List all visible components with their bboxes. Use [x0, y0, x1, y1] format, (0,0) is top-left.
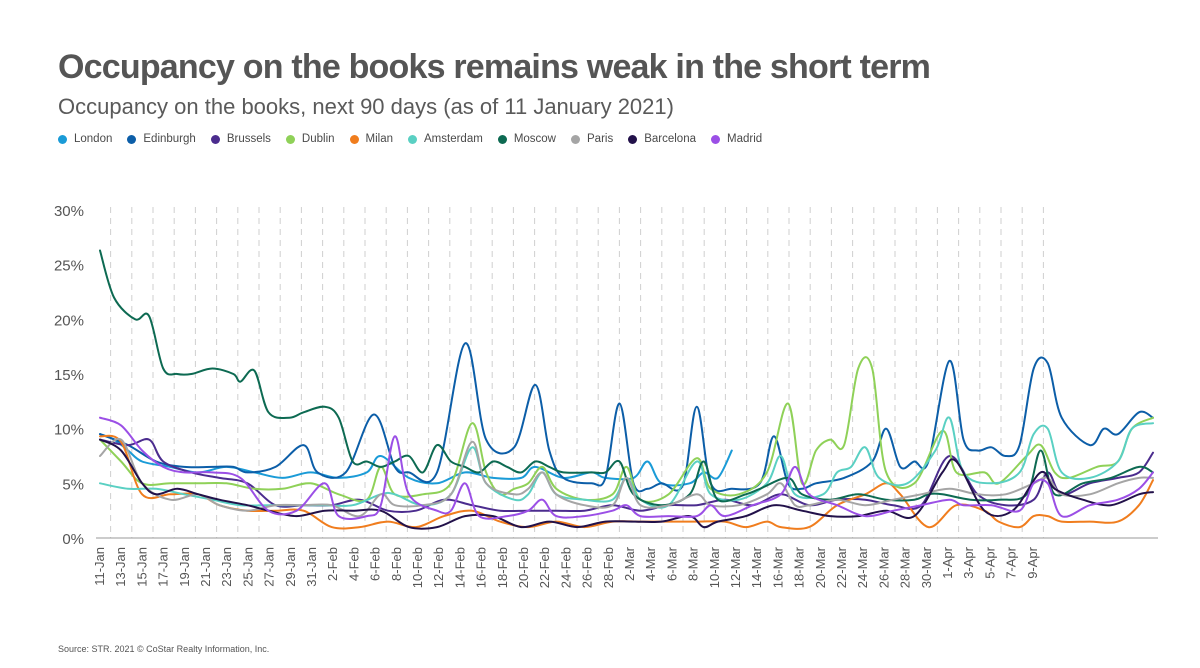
- x-tick-label: 12-Feb: [431, 547, 446, 588]
- x-tick-label: 24-Feb: [558, 547, 573, 588]
- legend-swatch: [285, 134, 295, 144]
- x-tick-label: 19-Jan: [177, 547, 192, 587]
- x-tick-label: 18-Mar: [792, 546, 807, 588]
- x-tick-label: 21-Jan: [198, 547, 213, 587]
- legend-label: Brussels: [226, 133, 271, 145]
- legend-item-moscow: Moscow: [497, 133, 556, 145]
- x-tick-label: 14-Feb: [452, 547, 467, 588]
- x-tick-label: 15-Jan: [134, 547, 149, 587]
- y-tick-label: 15%: [54, 367, 84, 384]
- x-tick-label: 18-Feb: [495, 547, 510, 588]
- source-note: Source: STR. 2021 © CoStar Realty Inform…: [58, 644, 270, 654]
- x-tick-label: 27-Jan: [262, 547, 277, 587]
- legend-item-barcelona: Barcelona: [628, 133, 696, 145]
- x-tick-label: 23-Jan: [219, 547, 234, 587]
- x-tick-label: 28-Feb: [601, 547, 616, 588]
- x-tick-label: 22-Mar: [834, 546, 849, 588]
- legend-swatch: [711, 134, 720, 144]
- x-tick-label: 1-Apr: [940, 546, 955, 578]
- legend-swatch: [349, 134, 359, 144]
- y-tick-label: 30%: [54, 203, 84, 220]
- legend-label: Paris: [587, 133, 614, 145]
- legend-label: London: [74, 133, 113, 145]
- x-tick-label: 8-Feb: [389, 547, 404, 581]
- x-tick-label: 22-Feb: [537, 547, 552, 588]
- legend-label: Madrid: [727, 133, 763, 145]
- x-tick-label: 30-Mar: [919, 546, 934, 588]
- x-tick-label: 20-Feb: [516, 547, 531, 588]
- x-tick-label: 8-Mar: [686, 546, 701, 581]
- x-tick-label: 20-Mar: [813, 546, 828, 588]
- x-tick-label: 9-Apr: [1025, 546, 1040, 578]
- x-tick-label: 11-Jan: [92, 547, 107, 586]
- legend-swatch: [571, 134, 580, 144]
- y-tick-label: 5%: [62, 476, 84, 493]
- x-tick-label: 10-Mar: [707, 546, 722, 588]
- y-tick-label: 0%: [62, 531, 84, 548]
- x-tick-label: 26-Mar: [876, 546, 891, 588]
- x-tick-label: 3-Apr: [961, 546, 976, 578]
- series-line-milan: [99, 434, 1154, 530]
- legend-label: Amsterdam: [424, 133, 483, 145]
- x-tick-label: 16-Mar: [770, 546, 785, 588]
- legend-item-milan: Milan: [349, 133, 394, 145]
- legend-swatch: [497, 134, 507, 144]
- x-tick-label: 29-Jan: [283, 547, 298, 587]
- x-tick-label: 12-Mar: [728, 546, 743, 588]
- y-tick-label: 10%: [54, 422, 84, 439]
- legend-label: Barcelona: [644, 133, 696, 145]
- series-line-madrid: [99, 416, 1154, 521]
- x-tick-label: 2-Feb: [325, 547, 340, 581]
- x-tick-label: 10-Feb: [410, 547, 425, 588]
- x-tick-label: 13-Jan: [113, 547, 128, 587]
- x-tick-label: 5-Apr: [982, 546, 997, 578]
- x-tick-label: 26-Feb: [580, 547, 595, 588]
- legend-label: Milan: [365, 133, 394, 145]
- legend-swatch: [628, 134, 638, 144]
- series-line-barcelona: [99, 438, 1154, 530]
- x-tick-label: 31-Jan: [304, 547, 319, 587]
- chart-legend: London Edinburgh Brussels Dublin Milan Amster…: [58, 133, 777, 145]
- legend-item-london: London: [58, 133, 112, 145]
- legend-item-madrid: Madrid: [711, 133, 762, 145]
- legend-label: Moscow: [513, 133, 556, 145]
- series-line-brussels: [99, 438, 1154, 514]
- legend-swatch: [58, 134, 67, 144]
- legend-swatch: [127, 134, 137, 144]
- x-tick-label: 6-Mar: [664, 546, 679, 581]
- legend-swatch: [408, 134, 418, 144]
- legend-item-edinburgh: Edinburgh: [127, 133, 196, 145]
- x-tick-label: 2-Mar: [622, 546, 637, 581]
- x-tick-label: 16-Feb: [474, 547, 489, 588]
- legend-item-amsterdam: Amsterdam: [408, 133, 483, 145]
- x-tick-label: 4-Mar: [643, 546, 658, 581]
- series-line-paris: [99, 437, 1154, 518]
- legend-label: Edinburgh: [143, 133, 196, 145]
- x-tick-label: 25-Jan: [240, 547, 255, 587]
- series-line-edinburgh: [99, 342, 1154, 493]
- x-tick-label: 28-Mar: [898, 546, 913, 588]
- legend-item-paris: Paris: [571, 133, 613, 145]
- x-tick-label: 6-Feb: [368, 547, 383, 581]
- series-line-moscow: [99, 249, 1154, 507]
- legend-swatch: [210, 134, 220, 144]
- chart-subtitle: Occupancy on the books, next 90 days (as…: [58, 94, 674, 119]
- x-tick-label: 24-Mar: [855, 546, 870, 588]
- legend-item-dublin: Dublin: [285, 133, 335, 145]
- legend-item-brussels: Brussels: [210, 133, 271, 145]
- x-tick-label: 14-Mar: [749, 546, 764, 588]
- chart-title: Occupancy on the books remains weak in t…: [58, 48, 931, 86]
- x-tick-label: 4-Feb: [346, 547, 361, 581]
- x-tick-label: 17-Jan: [156, 547, 171, 587]
- y-tick-label: 25%: [54, 258, 84, 275]
- x-tick-label: 7-Apr: [1004, 546, 1019, 578]
- y-tick-label: 20%: [54, 312, 84, 329]
- legend-label: Dublin: [301, 133, 335, 145]
